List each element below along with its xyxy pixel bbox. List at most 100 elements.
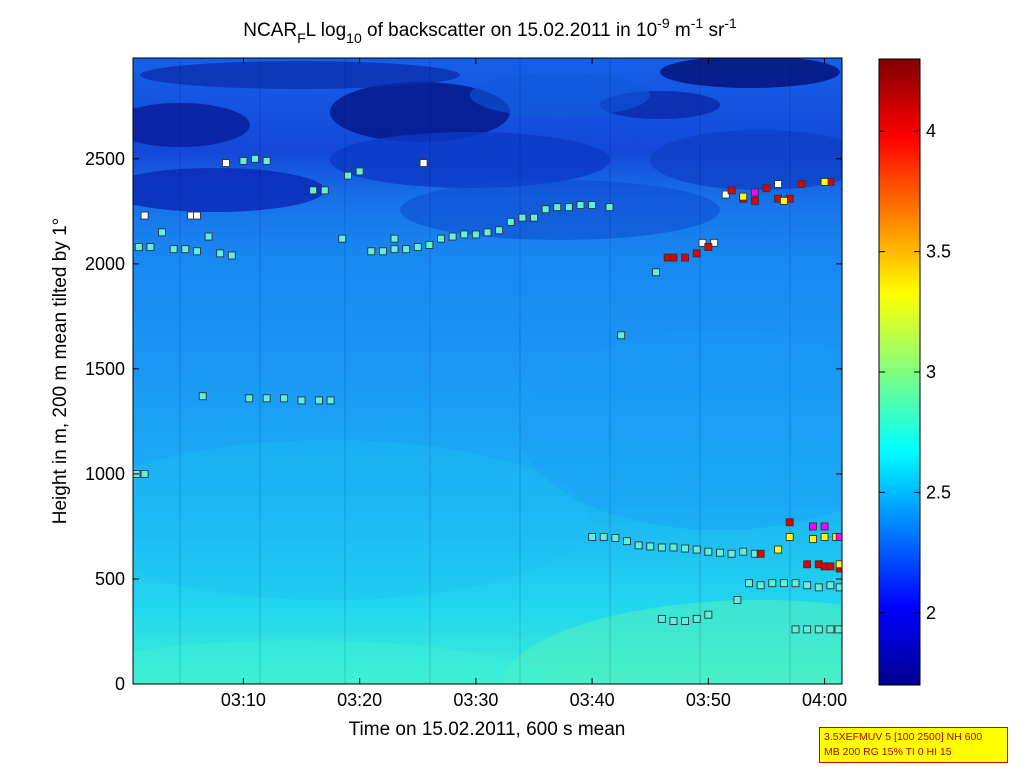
- y-axis-label: Height in m, 200 m mean tilted by 1°: [50, 218, 71, 524]
- marker-cyan: [727, 549, 736, 558]
- marker-cyan: [506, 217, 515, 226]
- marker-cyan: [448, 232, 457, 241]
- marker-cyan: [623, 537, 631, 546]
- marker-cyan: [576, 201, 585, 209]
- colorbar-tick-label: 2.5: [926, 482, 951, 502]
- y-tick-label: 2000: [85, 254, 125, 274]
- backscatter-heatmap: [133, 58, 842, 684]
- marker-cyan: [669, 543, 678, 552]
- marker-cyan: [402, 245, 411, 254]
- marker-cyan: [681, 544, 690, 553]
- marker-red: [669, 253, 678, 262]
- marker-cyan: [262, 156, 271, 165]
- marker-cyan: [245, 394, 254, 403]
- marker-cyan: [564, 203, 573, 212]
- marker-cyan: [791, 625, 800, 634]
- marker-cyan: [320, 186, 329, 195]
- marker-cyan: [834, 625, 842, 634]
- marker-cyan: [413, 243, 422, 252]
- marker-red: [756, 549, 765, 558]
- marker-cyan: [588, 201, 597, 209]
- x-tick-label: 03:30: [453, 690, 498, 710]
- marker-cyan: [326, 396, 335, 405]
- marker-red: [681, 253, 690, 262]
- y-tick-label: 0: [115, 674, 125, 694]
- marker-cyan: [315, 396, 323, 405]
- marker-cyan: [280, 394, 289, 403]
- marker-yellow: [835, 560, 842, 569]
- marker-cyan: [169, 245, 178, 254]
- marker-cyan: [338, 234, 347, 243]
- marker-cyan: [657, 543, 666, 552]
- marker-red: [826, 562, 835, 571]
- x-axis: 03:10 03:20 03:30 03:40 03:50 04:00: [221, 58, 847, 710]
- marker-layer: [133, 154, 842, 634]
- marker-cyan: [483, 228, 492, 237]
- marker-cyan: [634, 541, 643, 550]
- x-tick-label: 03:10: [221, 690, 266, 710]
- marker-magenta: [750, 188, 759, 197]
- marker-cyan: [204, 232, 213, 241]
- marker-cyan: [495, 226, 504, 235]
- marker-cyan: [835, 583, 842, 592]
- marker-cyan: [692, 614, 701, 623]
- marker-white: [774, 180, 783, 188]
- marker-cyan: [733, 596, 742, 604]
- colorbar-axis: 2 2.5 3 3.5 4: [879, 121, 951, 623]
- marker-white: [710, 238, 719, 247]
- colorbar: [878, 58, 921, 686]
- marker-cyan: [814, 625, 823, 634]
- marker-red: [692, 249, 701, 258]
- marker-cyan: [745, 579, 753, 588]
- marker-yellow: [774, 545, 783, 554]
- marker-white: [192, 211, 201, 220]
- marker-cyan: [251, 154, 259, 163]
- marker-cyan: [779, 579, 788, 588]
- marker-cyan: [158, 228, 167, 237]
- chart-title: NCARFL log10 of backscatter on 15.02.201…: [243, 15, 737, 46]
- marker-cyan: [605, 203, 614, 212]
- marker-cyan: [826, 625, 835, 634]
- marker-cyan: [652, 268, 660, 277]
- marker-cyan: [553, 203, 562, 212]
- marker-red: [785, 518, 794, 527]
- colorbar-tick-label: 2: [926, 603, 936, 623]
- colorbar-tick-label: 4: [926, 121, 936, 141]
- marker-cyan: [541, 205, 550, 214]
- y-tick-label: 2500: [85, 149, 125, 169]
- marker-cyan: [437, 234, 445, 243]
- marker-cyan: [192, 247, 201, 256]
- marker-white: [419, 159, 428, 167]
- marker-cyan: [239, 156, 248, 165]
- y-axis: 0 500 1000 1500 2000 2500: [85, 149, 842, 694]
- marker-cyan: [768, 579, 777, 588]
- marker-cyan: [704, 547, 713, 556]
- colorbar-tick-label: 3: [926, 362, 936, 382]
- x-axis-label: Time on 15.02.2011, 600 s mean: [349, 719, 626, 740]
- marker-cyan: [198, 392, 207, 401]
- marker-red: [727, 186, 736, 195]
- info-line-2: MB 200 RG 15% TI 0 HI 15: [824, 746, 952, 758]
- marker-cyan: [739, 547, 748, 556]
- marker-cyan: [134, 243, 143, 252]
- marker-cyan: [599, 533, 608, 541]
- y-tick-label: 500: [95, 569, 125, 589]
- marker-cyan: [803, 581, 812, 590]
- marker-white: [721, 190, 730, 199]
- marker-yellow: [779, 196, 788, 205]
- marker-cyan: [297, 396, 306, 405]
- marker-cyan: [262, 394, 271, 403]
- marker-cyan: [704, 610, 713, 619]
- marker-cyan: [518, 213, 527, 222]
- settings-info-box: 3.5XEFMUV 5 [100 2500] NH 600 MB 200 RG …: [819, 727, 1008, 763]
- marker-cyan: [617, 331, 626, 340]
- marker-cyan: [611, 534, 620, 542]
- colorbar-tick-label: 3.5: [926, 242, 951, 262]
- info-line-1: 3.5XEFMUV 5 [100 2500] NH 600: [824, 731, 983, 743]
- marker-yellow: [785, 533, 794, 541]
- marker-cyan: [146, 243, 155, 252]
- y-tick-label: 1500: [85, 359, 125, 379]
- marker-yellow: [739, 192, 748, 201]
- marker-red: [704, 243, 713, 252]
